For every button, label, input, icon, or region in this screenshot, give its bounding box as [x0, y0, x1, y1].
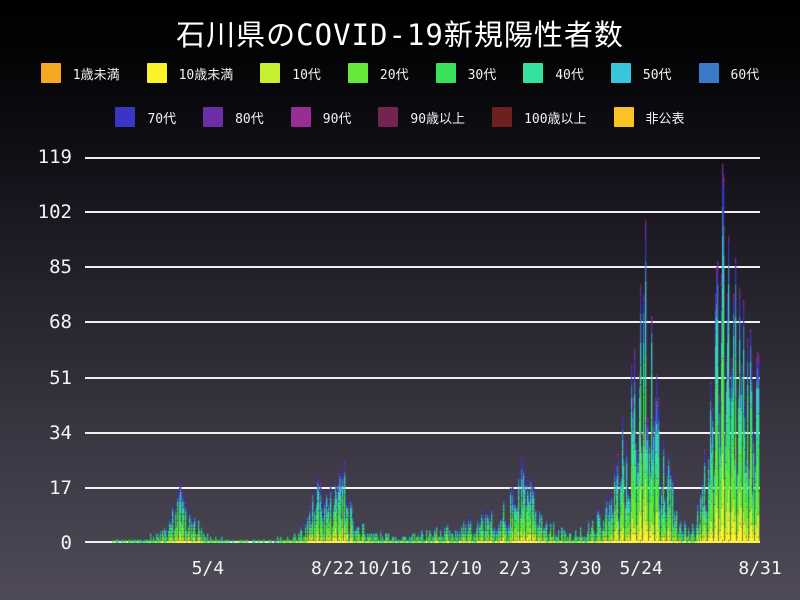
legend-item: 100歳以上	[492, 107, 587, 127]
legend-color-swatch	[290, 107, 311, 127]
legend-item-label: 非公表	[645, 111, 685, 127]
x-axis-label: 5/24	[619, 558, 663, 579]
legend-row-2: 70代 80代 90代 90歳以上 100歳以上 非公表	[0, 107, 800, 127]
x-axis-label: 5/4	[191, 558, 225, 579]
x-axis-label: 2/3	[498, 558, 532, 579]
legend-item-label: 10歳未満	[178, 67, 234, 83]
legend-item: 20代	[347, 63, 409, 83]
legend-color-swatch	[378, 107, 399, 127]
legend-item: 非公表	[613, 107, 685, 127]
legend-item-label: 70代	[147, 111, 177, 127]
legend-item-label: 50代	[642, 67, 672, 83]
y-axis-label: 85	[49, 256, 72, 279]
x-axis-label: 8/22	[311, 558, 355, 579]
legend-color-swatch	[40, 63, 61, 83]
legend-color-swatch	[523, 63, 544, 83]
y-axis-label: 0	[60, 532, 72, 554]
legend-color-swatch	[492, 107, 513, 127]
legend-item: 40代	[523, 63, 584, 83]
legend-color-swatch	[260, 63, 281, 83]
y-axis-label: 68	[49, 311, 72, 334]
legend-row-1: 1歳未満 10歳未満 10代 20代 30代 40代 50代 60代	[0, 63, 800, 83]
legend-item: 30代	[435, 63, 497, 83]
x-axis-label: 12/10	[427, 558, 482, 579]
legend-item-label: 20代	[379, 67, 409, 83]
legend-item-label: 80代	[235, 111, 264, 127]
x-axis-label: 10/16	[357, 558, 412, 579]
legend-color-swatch	[610, 63, 631, 83]
legend-color-swatch	[613, 107, 634, 127]
legend-item-label: 1歳未満	[72, 67, 120, 83]
y-axis-label: 34	[49, 421, 72, 444]
chart-canvas	[85, 157, 760, 543]
y-axis-label: 17	[49, 476, 72, 499]
legend-item: 1歳未満	[40, 63, 120, 83]
x-axis-label: 8/31	[738, 558, 782, 579]
legend-item-label: 90代	[322, 111, 352, 127]
legend-item-label: 90歳以上	[410, 111, 466, 127]
legend-color-swatch	[347, 63, 368, 83]
legend-color-swatch	[203, 107, 224, 127]
chart-title: 石川県のCOVID-19新規陽性者数	[176, 18, 624, 52]
legend-item: 10歳未満	[146, 63, 234, 83]
legend-item-label: 10代	[292, 67, 321, 83]
y-axis-label: 119	[37, 146, 72, 168]
legend-color-swatch	[146, 63, 167, 83]
legend-item: 70代	[115, 107, 176, 127]
legend-item-label: 30代	[467, 67, 497, 83]
plot-area	[85, 157, 760, 543]
y-axis-label: 102	[37, 201, 72, 224]
legend-item: 90歳以上	[378, 107, 465, 127]
legend-color-swatch	[115, 107, 136, 127]
x-axis-label: 3/30	[558, 558, 602, 579]
legend-color-swatch	[698, 63, 719, 83]
legend-item-label: 100歳以上	[524, 111, 587, 127]
legend-item-label: 40代	[555, 67, 584, 83]
legend-item: 60代	[698, 63, 760, 83]
legend-item: 90代	[290, 107, 352, 127]
legend-item: 50代	[610, 63, 672, 83]
legend-item: 80代	[203, 107, 264, 127]
legend-item: 10代	[260, 63, 321, 83]
legend-color-swatch	[435, 63, 456, 83]
legend-item-label: 60代	[730, 67, 760, 83]
y-axis-label: 51	[49, 366, 72, 389]
